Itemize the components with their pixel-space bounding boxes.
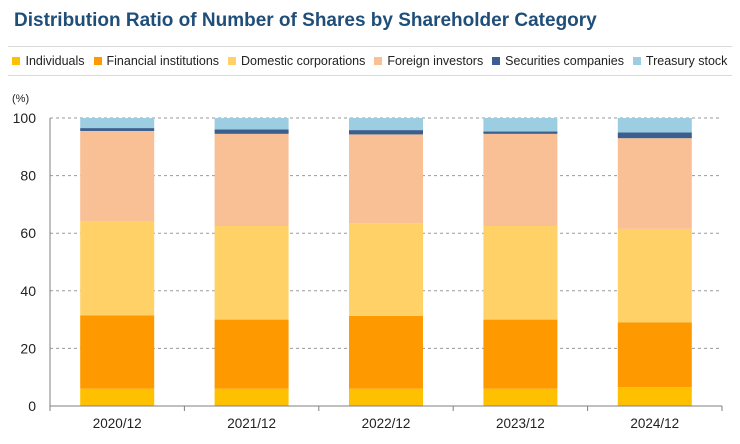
legend-label: Treasury stock: [645, 54, 728, 68]
x-tick-label: 2024/12: [630, 416, 679, 431]
bar-segment-2: [80, 221, 155, 316]
bar-segment-5: [80, 118, 155, 129]
bar-segment-3: [483, 133, 558, 226]
legend-label: Domestic corporations: [241, 54, 366, 68]
x-tick-label: 2020/12: [93, 416, 142, 431]
legend-label: Foreign investors: [387, 54, 484, 68]
y-tick-label: 40: [20, 283, 36, 299]
chart-title: Distribution Ratio of Number of Shares b…: [14, 10, 597, 31]
bar-segment-4: [349, 130, 423, 135]
x-tick-label: 2023/12: [496, 416, 545, 431]
bar-segment-4: [214, 129, 289, 134]
bar-segment-4: [80, 128, 155, 131]
legend-label: Financial institutions: [106, 54, 220, 68]
x-tick-label: 2021/12: [227, 416, 276, 431]
bar-segment-5: [617, 118, 692, 133]
legend-item-1: Financial institutions: [93, 54, 220, 68]
legend-swatch: [374, 57, 383, 65]
legend-label: Individuals: [25, 54, 85, 68]
y-tick-label: 0: [28, 398, 36, 414]
legend-swatch: [632, 57, 641, 65]
bar-segment-1: [349, 315, 423, 389]
legend-swatch: [12, 57, 21, 65]
bar-segment-0: [349, 388, 423, 406]
legend-item-0: Individuals: [12, 54, 85, 68]
bar-segment-3: [349, 134, 423, 224]
bar-segment-4: [483, 131, 558, 134]
bar-segment-2: [483, 226, 558, 320]
bar-segment-0: [80, 388, 155, 406]
legend-item-2: Domestic corporations: [228, 54, 365, 68]
bar-segment-3: [214, 133, 289, 226]
bar-segment-0: [617, 387, 692, 406]
bar-segment-1: [617, 322, 692, 388]
y-tick-label: 80: [20, 168, 36, 184]
legend-item-5: Treasury stock: [632, 54, 728, 68]
y-tick-label: 20: [20, 340, 36, 356]
legend-swatch: [228, 57, 237, 65]
y-tick-label: 100: [13, 110, 37, 126]
legend-item-4: Securities companies: [492, 54, 624, 68]
bar-segment-3: [80, 130, 155, 222]
bar-segment-1: [80, 315, 155, 389]
x-tick-label: 2022/12: [362, 416, 411, 431]
bar-segment-0: [214, 388, 289, 406]
bar-segment-4: [617, 132, 692, 139]
y-axis-unit-label: (%): [12, 93, 29, 105]
bar-segment-1: [483, 319, 558, 389]
bar-segment-5: [214, 118, 289, 130]
legend-label: Securities companies: [505, 54, 624, 68]
legend-swatch: [93, 57, 102, 65]
bar-segment-2: [617, 228, 692, 323]
bar-segment-0: [483, 388, 558, 406]
legend: Individuals Financial institutions Domesti…: [8, 46, 732, 76]
bar-segment-3: [617, 138, 692, 229]
y-tick-label: 60: [20, 225, 36, 241]
bar-segment-5: [483, 118, 558, 132]
bar-segment-1: [214, 319, 289, 389]
bar-segment-5: [349, 118, 423, 131]
bar-segment-2: [349, 223, 423, 316]
legend-swatch: [492, 57, 501, 65]
bar-segment-2: [214, 226, 289, 320]
legend-item-3: Foreign investors: [374, 54, 483, 68]
